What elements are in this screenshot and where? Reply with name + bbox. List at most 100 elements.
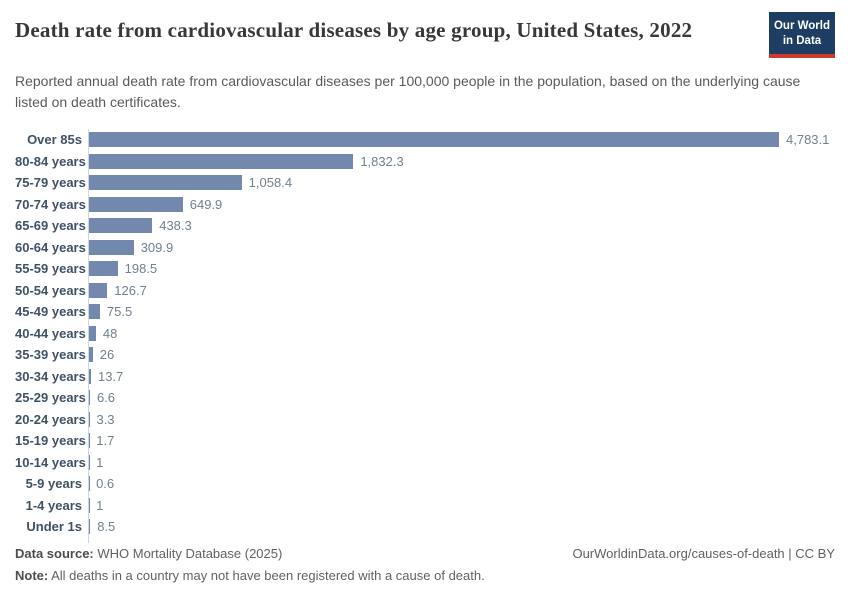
chart-row: 80-84 years 1,832.3 xyxy=(15,150,835,172)
owid-logo-line2: in Data xyxy=(782,34,822,47)
bar-cell: 26 xyxy=(88,343,835,366)
bar-cell: 1 xyxy=(88,494,835,516)
category-label: 65-69 years xyxy=(15,218,86,234)
category-label: 50-54 years xyxy=(15,282,86,298)
chart-header: Death rate from cardiovascular diseases … xyxy=(15,12,835,58)
bar[interactable] xyxy=(89,282,108,298)
bar[interactable] xyxy=(89,519,91,535)
bar-cell: 13.7 xyxy=(88,365,835,387)
chart-row: 20-24 years 3.3 xyxy=(15,408,835,430)
category-label: 55-59 years xyxy=(15,261,86,277)
bar[interactable] xyxy=(89,153,354,169)
y-axis-line xyxy=(88,537,835,544)
chart-row: 15-19 years 1.7 xyxy=(15,429,835,452)
category-label: Over 85s xyxy=(27,132,82,148)
bar-cell: 1,832.3 xyxy=(88,150,835,172)
bar[interactable] xyxy=(89,304,100,320)
bar-cell: 8.5 xyxy=(88,515,835,538)
bar-cell: 126.7 xyxy=(88,279,835,301)
value-label: 8.5 xyxy=(97,519,116,535)
note-text: Note: All deaths in a country may not ha… xyxy=(15,565,485,587)
bar[interactable] xyxy=(89,218,153,234)
value-label: 6.6 xyxy=(96,390,116,406)
bar-cell: 1.7 xyxy=(88,429,835,452)
owid-logo-line1: Our World xyxy=(773,20,830,32)
value-label: 1 xyxy=(96,454,104,470)
category-label: 80-84 years xyxy=(15,153,86,169)
bar-cell: 6.6 xyxy=(88,386,835,409)
chart-row: 45-49 years 75.5 xyxy=(15,300,835,323)
category-label: 30-34 years xyxy=(15,368,86,384)
category-label: 25-29 years xyxy=(15,390,86,406)
note-label: Note: xyxy=(15,568,49,584)
value-label: 4,783.1 xyxy=(786,132,830,148)
bar-cell: 75.5 xyxy=(88,300,835,323)
category-label: 10-14 years xyxy=(15,454,86,470)
owid-citation-link[interactable]: OurWorldinData.org/causes-of-death | CC … xyxy=(572,546,835,562)
value-label: 26 xyxy=(99,347,115,363)
data-source-label: Data source: xyxy=(15,546,94,562)
category-label: 70-74 years xyxy=(15,196,86,212)
chart-row: 40-44 years 48 xyxy=(15,322,835,344)
chart-row: 60-64 years 309.9 xyxy=(15,236,835,258)
bar-cell: 3.3 xyxy=(88,408,835,430)
chart-row: 25-29 years 6.6 xyxy=(15,386,835,409)
bar-cell: 48 xyxy=(88,322,835,344)
chart-row: 1-4 years 1 xyxy=(15,494,835,516)
category-label: 15-19 years xyxy=(15,433,86,449)
value-label: 649.9 xyxy=(189,196,223,212)
value-label: 0.6 xyxy=(96,476,115,492)
bar[interactable] xyxy=(89,196,183,212)
bar-cell: 4,783.1 xyxy=(88,128,835,151)
page-title: Death rate from cardiovascular diseases … xyxy=(15,18,693,42)
category-label: 45-49 years xyxy=(15,304,86,320)
chart-row: 65-69 years 438.3 xyxy=(15,214,835,237)
chart-row: Under 1s 8.5 xyxy=(15,515,835,538)
chart-footer: Data source: WHO Mortality Database (202… xyxy=(15,543,835,587)
owid-logo[interactable]: Our World in Data xyxy=(769,12,835,58)
bar-chart-rows: Over 85s 4,783.1 80-84 years 1,832.3 75-79 y… xyxy=(15,128,835,538)
bar[interactable] xyxy=(89,261,118,277)
category-label: 40-44 years xyxy=(15,325,86,341)
bar-cell: 649.9 xyxy=(88,193,835,215)
note-value: All deaths in a country may not have bee… xyxy=(48,568,485,584)
bar-cell: 0.6 xyxy=(88,472,835,495)
value-label: 1 xyxy=(96,497,104,513)
value-label: 48 xyxy=(102,325,118,341)
bar[interactable] xyxy=(89,368,91,384)
value-label: 438.3 xyxy=(159,218,192,234)
value-label: 198.5 xyxy=(124,261,158,277)
chart-subtitle: Reported annual death rate from cardiova… xyxy=(15,72,801,110)
chart-row: 70-74 years 649.9 xyxy=(15,193,835,215)
category-label: 75-79 years xyxy=(15,175,86,191)
category-label: 60-64 years xyxy=(15,239,86,255)
bar-cell: 438.3 xyxy=(88,214,835,237)
value-label: 13.7 xyxy=(97,368,124,384)
bar[interactable] xyxy=(89,390,90,406)
bar[interactable] xyxy=(89,175,242,191)
bar[interactable] xyxy=(89,239,134,255)
bar[interactable] xyxy=(89,132,779,148)
chart-row: 50-54 years 126.7 xyxy=(15,279,835,301)
value-label: 75.5 xyxy=(106,304,133,320)
bar-cell: 198.5 xyxy=(88,257,835,280)
bar-cell: 1,058.4 xyxy=(88,171,835,194)
category-label: 35-39 years xyxy=(15,347,86,363)
chart-row: 30-34 years 13.7 xyxy=(15,365,835,387)
category-label: Under 1s xyxy=(26,519,82,535)
bar-cell: 309.9 xyxy=(88,236,835,258)
chart-row: 55-59 years 198.5 xyxy=(15,257,835,280)
chart-row: 35-39 years 26 xyxy=(15,343,835,366)
value-label: 1,832.3 xyxy=(360,153,404,169)
chart-row: 75-79 years 1,058.4 xyxy=(15,171,835,194)
data-source-value: WHO Mortality Database (2025) xyxy=(93,546,283,562)
value-label: 309.9 xyxy=(140,239,174,255)
value-label: 3.3 xyxy=(96,411,115,427)
bar[interactable] xyxy=(89,325,96,341)
value-label: 126.7 xyxy=(114,282,147,298)
chart-row: 10-14 years 1 xyxy=(15,451,835,473)
category-label: 20-24 years xyxy=(15,411,86,427)
chart-row: 5-9 years 0.6 xyxy=(15,472,835,495)
category-label: 1-4 years xyxy=(25,497,82,513)
bar[interactable] xyxy=(89,347,93,363)
